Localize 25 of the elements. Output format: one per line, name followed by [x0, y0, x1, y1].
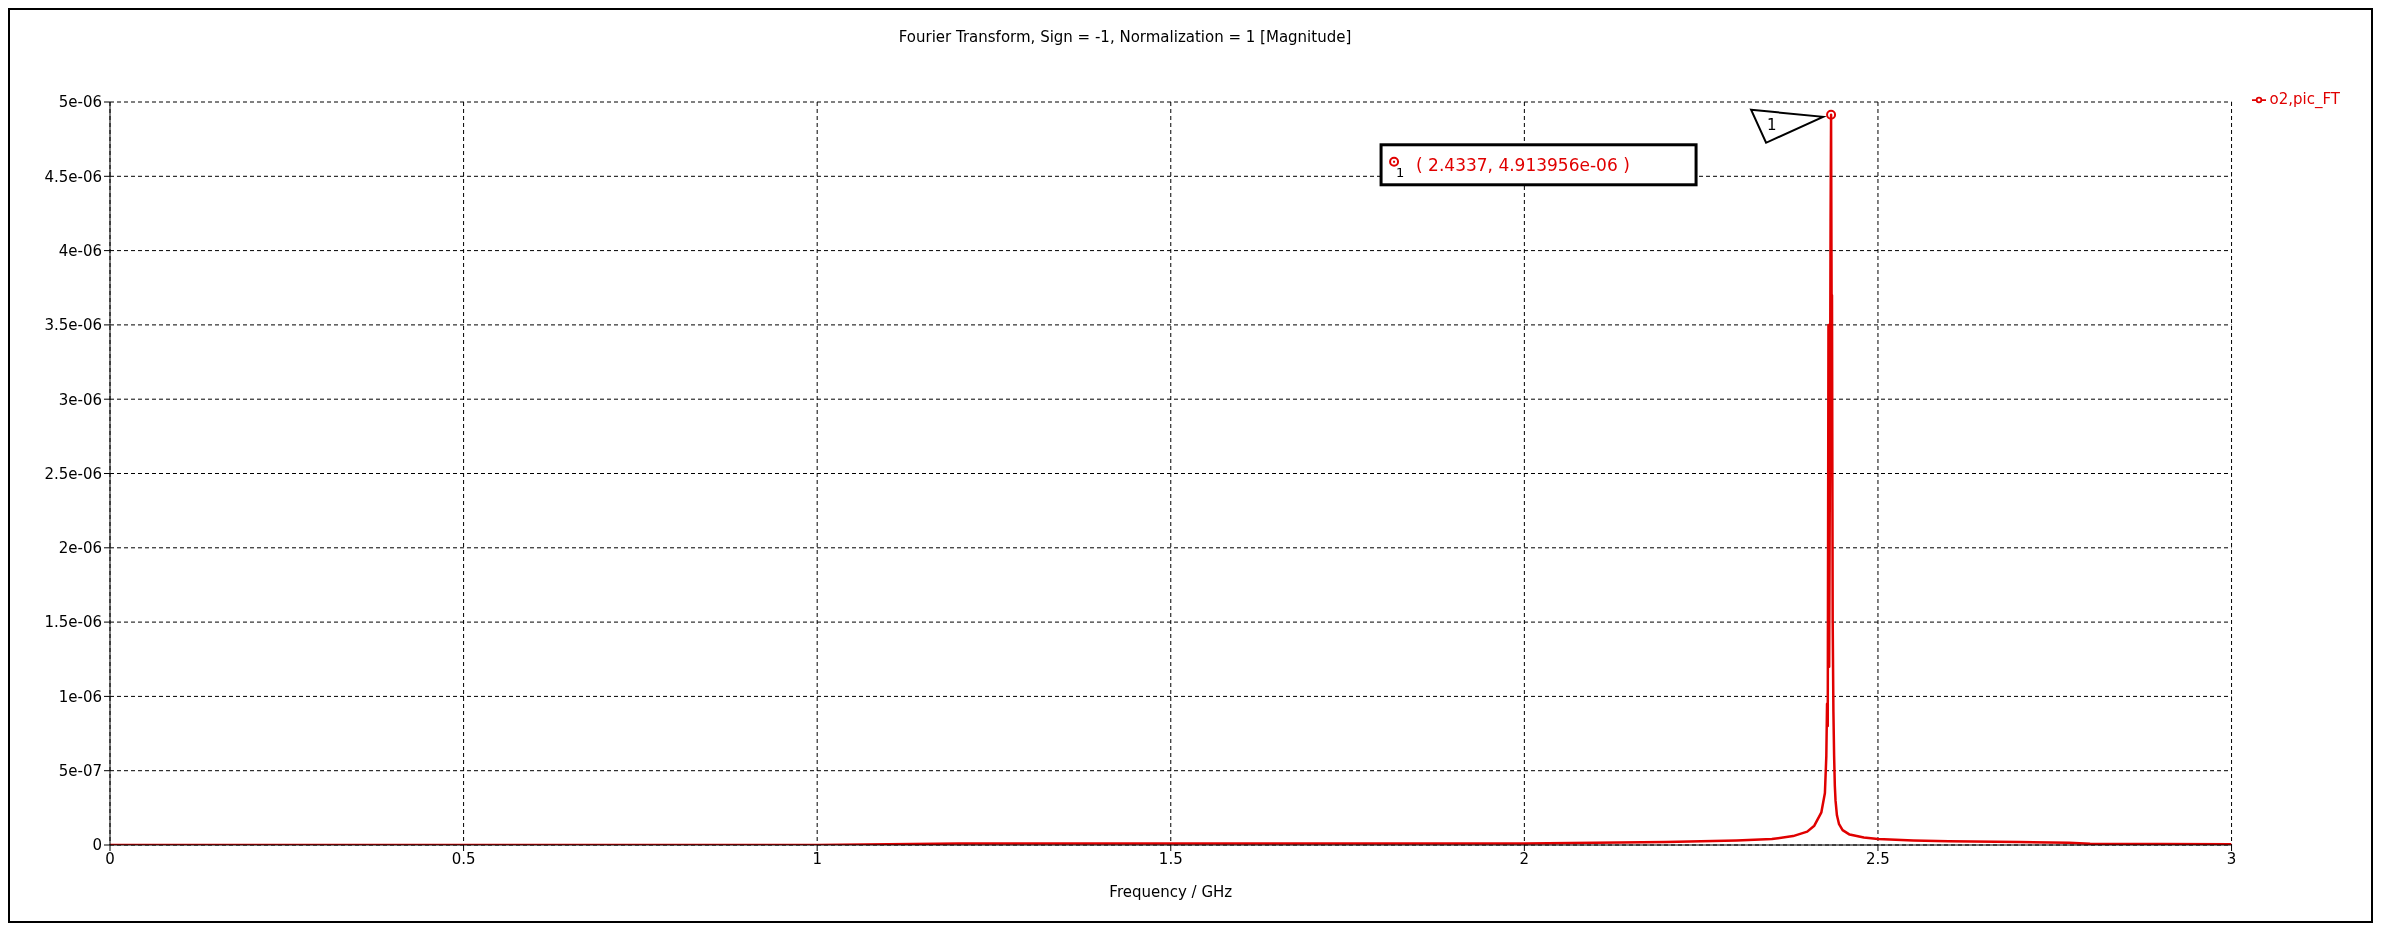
y-tick-label: 4e-06 — [58, 241, 102, 260]
x-tick-label: 0 — [105, 849, 115, 868]
x-tick-label: 3 — [2226, 849, 2237, 868]
x-tick-label: 1.5 — [1158, 849, 1183, 868]
chart-title: Fourier Transform, Sign = -1, Normalization = 1 [Magnitude] — [897, 28, 1353, 46]
y-tick-label: 5e-07 — [58, 762, 102, 781]
legend-label: o2,pic_FT — [2269, 90, 2340, 108]
x-tick-label: 2.5 — [1866, 849, 1890, 868]
marker-flag-icon: 1 — [1749, 108, 1827, 145]
x-axis-title: Frequency / GHz — [1109, 883, 1233, 901]
x-tick-label: 0.5 — [451, 849, 476, 868]
annotation: ( 2.4337, 4.913956e-06 ) — [1416, 154, 1630, 175]
y-tick-label: 4.5e-06 — [44, 167, 102, 186]
x-tick-label: 1 — [812, 849, 822, 868]
y-tick-label: 5e-06 — [58, 93, 102, 112]
annotation: 1 — [1767, 115, 1777, 134]
y-tick-label: 2e-06 — [58, 539, 102, 558]
y-tick-label: 1e-06 — [58, 687, 102, 706]
y-tick-label: 3.5e-06 — [44, 316, 102, 335]
text: 1 — [1396, 164, 1405, 180]
x-tick-label: 2 — [1519, 849, 1530, 868]
y-tick-label: 1.5e-06 — [44, 613, 102, 632]
y-tick-label: 2.5e-06 — [44, 464, 102, 483]
y-tick-label: 3e-06 — [58, 390, 102, 409]
y-tick-label: 0 — [92, 836, 102, 855]
